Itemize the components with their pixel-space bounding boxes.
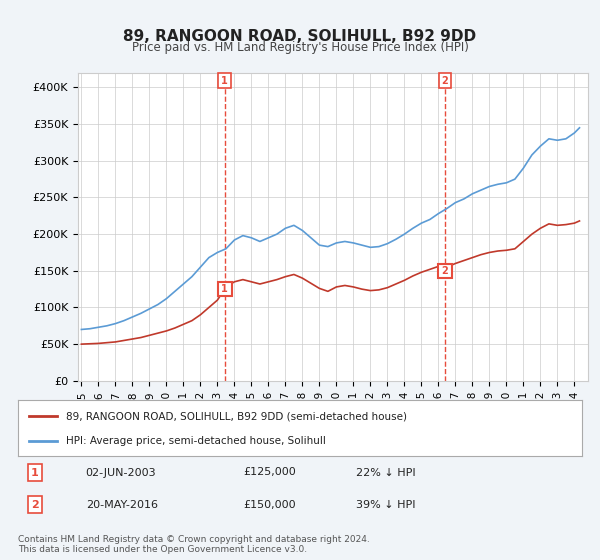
Text: 2: 2 [442, 76, 448, 86]
Text: 02-JUN-2003: 02-JUN-2003 [86, 468, 157, 478]
Text: 1: 1 [31, 468, 39, 478]
Text: 89, RANGOON ROAD, SOLIHULL, B92 9DD: 89, RANGOON ROAD, SOLIHULL, B92 9DD [124, 29, 476, 44]
Text: HPI: Average price, semi-detached house, Solihull: HPI: Average price, semi-detached house,… [66, 436, 326, 446]
Text: £150,000: £150,000 [244, 500, 296, 510]
Text: 2: 2 [442, 266, 448, 276]
Text: Contains HM Land Registry data © Crown copyright and database right 2024.
This d: Contains HM Land Registry data © Crown c… [18, 535, 370, 554]
Text: 39% ↓ HPI: 39% ↓ HPI [356, 500, 416, 510]
Text: 2: 2 [31, 500, 39, 510]
Text: 20-MAY-2016: 20-MAY-2016 [86, 500, 158, 510]
Text: Price paid vs. HM Land Registry's House Price Index (HPI): Price paid vs. HM Land Registry's House … [131, 41, 469, 54]
Text: 89, RANGOON ROAD, SOLIHULL, B92 9DD (semi-detached house): 89, RANGOON ROAD, SOLIHULL, B92 9DD (sem… [66, 411, 407, 421]
Text: 1: 1 [221, 284, 228, 294]
Text: 22% ↓ HPI: 22% ↓ HPI [356, 468, 416, 478]
Text: 1: 1 [221, 76, 228, 86]
Text: £125,000: £125,000 [244, 468, 296, 478]
